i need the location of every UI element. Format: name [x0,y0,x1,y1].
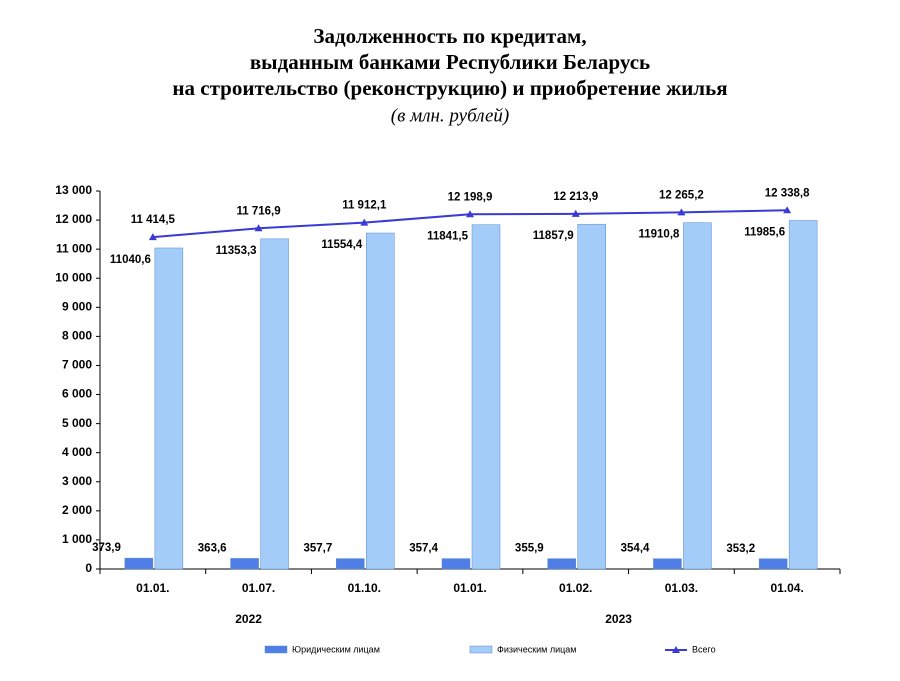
x-tick-label: 01.07. [242,581,275,595]
marker [148,233,157,241]
value-label: 11841,5 [427,231,469,243]
value-label: 11985,6 [744,227,785,239]
bar [366,232,395,570]
value-label: 12 213,9 [553,191,598,203]
bar [788,220,818,570]
legend-label: Юридическим лицам [292,644,380,654]
y-tick-label: 11 000 [56,241,92,255]
y-tick-label: 1 000 [62,532,92,546]
value-label: 11 912,1 [342,200,387,212]
y-tick-label: 10 000 [55,270,92,284]
x-tick-label: 01.04. [770,581,803,595]
x-tick-label: 01.03. [665,581,698,595]
chart-title: выданным банками Республики Беларусь [250,50,650,74]
y-tick-label: 4 000 [62,445,92,459]
y-tick-label: 9 000 [62,299,92,313]
bar [653,558,682,570]
marker [254,224,263,232]
bar [471,224,501,570]
value-label: 11040,6 [110,254,151,266]
marker [677,208,686,216]
value-label: 11857,9 [533,230,574,242]
y-tick-label: 3 000 [62,474,92,488]
value-label: 355,9 [515,543,544,555]
value-label: 363,6 [198,542,227,554]
legend-label: Физическим лицам [497,644,577,654]
y-tick-label: 13 000 [55,183,92,197]
x-tick-label: 01.10. [348,581,381,595]
bar [577,223,606,570]
legend-marker [672,646,680,653]
bar [230,558,259,570]
y-tick-label: 0 [85,561,92,575]
x-tick-label: 01.02. [559,581,592,595]
x-group-label: 2022 [235,612,262,626]
x-tick-label: 01.01. [136,581,169,595]
bar [336,558,365,570]
legend-swatch [469,645,493,654]
bar [260,238,289,570]
bar [683,222,712,570]
marker [571,209,580,217]
value-label: 11554,4 [321,239,363,251]
legend-label: Всего [692,644,716,654]
chart-subtitle: (в млн. рублей) [391,105,509,126]
x-tick-label: 01.01. [453,581,486,595]
y-tick-label: 5 000 [62,416,92,430]
bar [758,558,788,570]
bar [124,557,154,570]
marker [466,210,474,218]
value-label: 11 716,9 [237,205,281,217]
value-label: 12 338,8 [765,187,810,199]
y-tick-label: 7 000 [62,358,92,372]
legend-swatch [264,645,288,654]
value-label: 373,9 [92,542,121,554]
value-label: 11910,8 [638,229,680,241]
y-tick-label: 8 000 [62,329,92,343]
y-tick-label: 12 000 [55,212,92,226]
value-label: 12 198,9 [448,191,493,203]
marker [783,206,792,214]
chart-title: на строительство (реконструкцию) и приоб… [172,76,727,100]
chart-title: Задолженность по кредитам, [313,24,586,48]
value-label: 357,4 [409,543,438,555]
bar [154,247,184,570]
bar [441,558,471,570]
value-label: 357,7 [304,543,333,555]
y-tick-label: 2 000 [62,503,92,517]
value-label: 12 265,2 [659,189,704,201]
bar [547,558,576,570]
x-group-label: 2023 [605,612,632,626]
value-label: 353,2 [726,543,755,555]
value-label: 354,4 [621,543,650,555]
value-label: 11 414,5 [131,214,176,226]
value-label: 11353,3 [216,245,257,257]
marker [360,218,369,226]
y-tick-label: 6 000 [62,387,92,401]
